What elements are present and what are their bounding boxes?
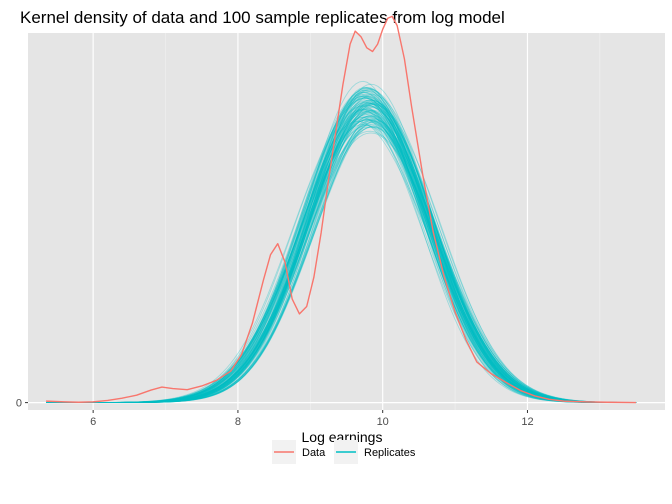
replicate-curve — [46, 91, 637, 404]
replicate-curve — [46, 110, 637, 404]
replicate-curve — [46, 109, 637, 404]
replicate-curve — [46, 104, 637, 404]
replicate-curve — [46, 95, 637, 404]
replicate-curve — [46, 102, 637, 404]
replicate-curve — [46, 112, 637, 404]
replicate-curve — [46, 116, 637, 404]
replicate-curve — [46, 120, 637, 404]
replicate-curve — [46, 123, 637, 404]
replicate-curve — [46, 120, 637, 404]
replicate-curve — [46, 124, 637, 404]
replicate-curve — [46, 89, 637, 404]
replicate-curve — [46, 87, 637, 404]
replicate-curve — [46, 101, 637, 404]
replicate-curve — [46, 100, 637, 404]
replicate-curve — [46, 109, 637, 404]
x-axis-title: Log earnings — [302, 429, 383, 445]
replicate-curve — [46, 103, 637, 404]
replicate-curve — [46, 96, 637, 404]
x-axis-ticks: 6 8 10 12 — [90, 410, 534, 428]
data-curve — [46, 15, 637, 404]
replicate-curve — [46, 98, 637, 404]
y-tick-label: 0 — [16, 398, 22, 410]
replicate-curve — [46, 102, 637, 404]
replicate-curve — [46, 119, 637, 404]
replicate-curve — [46, 130, 637, 404]
replicate-curve — [46, 96, 637, 404]
replicate-curve — [46, 110, 637, 404]
replicate-curve — [46, 126, 637, 404]
data-curve-group — [46, 15, 637, 404]
replicate-curve — [46, 97, 637, 404]
replicate-curve — [46, 104, 637, 404]
replicate-curve — [46, 120, 637, 404]
plot-panel — [28, 33, 665, 410]
replicate-curve — [46, 83, 637, 404]
replicate-curve — [46, 109, 637, 404]
x-tick-label: 6 — [90, 416, 96, 428]
replicate-curve — [46, 96, 637, 404]
replicate-curve — [46, 116, 637, 404]
x-tick-label: 10 — [377, 416, 389, 428]
replicate-curve — [46, 116, 637, 404]
replicate-curve — [46, 99, 637, 404]
replicate-curve — [46, 91, 637, 404]
replicate-curve — [46, 126, 637, 404]
replicate-curve — [46, 119, 637, 404]
replicate-curve — [46, 105, 637, 404]
replicate-curve — [46, 104, 637, 404]
replicate-curve — [46, 120, 637, 404]
replicate-curve — [46, 95, 637, 404]
chart-title: Kernel density of data and 100 sample re… — [20, 8, 505, 27]
replicate-curve — [46, 87, 637, 404]
x-tick-label: 12 — [521, 416, 533, 428]
replicate-curve — [46, 105, 637, 404]
replicate-curve — [46, 102, 637, 404]
legend: Data Replicates — [272, 440, 416, 464]
replicate-curve — [46, 89, 637, 404]
replicate-curve — [46, 100, 637, 404]
replicate-curve — [46, 119, 637, 404]
replicate-curve — [46, 88, 637, 404]
replicate-curve — [46, 99, 637, 404]
grid-lines — [28, 33, 665, 410]
replicate-curve — [46, 89, 637, 404]
replicate-curve — [46, 94, 637, 404]
replicate-curve — [46, 115, 637, 404]
replicate-curve — [46, 124, 637, 404]
replicate-curve — [46, 80, 637, 404]
replicate-curve — [46, 132, 637, 404]
replicate-curve — [46, 109, 637, 404]
replicate-curve — [46, 107, 637, 404]
replicate-curve — [46, 87, 637, 404]
replicate-curve — [46, 115, 637, 404]
y-axis-ticks: 0 — [16, 398, 28, 410]
replicate-curve — [46, 91, 637, 404]
replicate-curve — [46, 122, 637, 404]
replicate-curve — [46, 104, 637, 404]
replicate-curve — [46, 97, 637, 404]
replicate-curve — [46, 111, 637, 404]
replicate-curve — [46, 110, 637, 404]
replicate-curve — [46, 124, 637, 404]
replicate-curve — [46, 116, 637, 404]
replicate-curve — [46, 94, 637, 404]
x-tick-label: 8 — [235, 416, 241, 428]
legend-label-replicates: Replicates — [364, 447, 416, 459]
replicate-curve — [46, 97, 637, 404]
replicate-curve — [46, 88, 637, 404]
legend-label-data: Data — [302, 447, 326, 459]
replicate-curve — [46, 100, 637, 404]
